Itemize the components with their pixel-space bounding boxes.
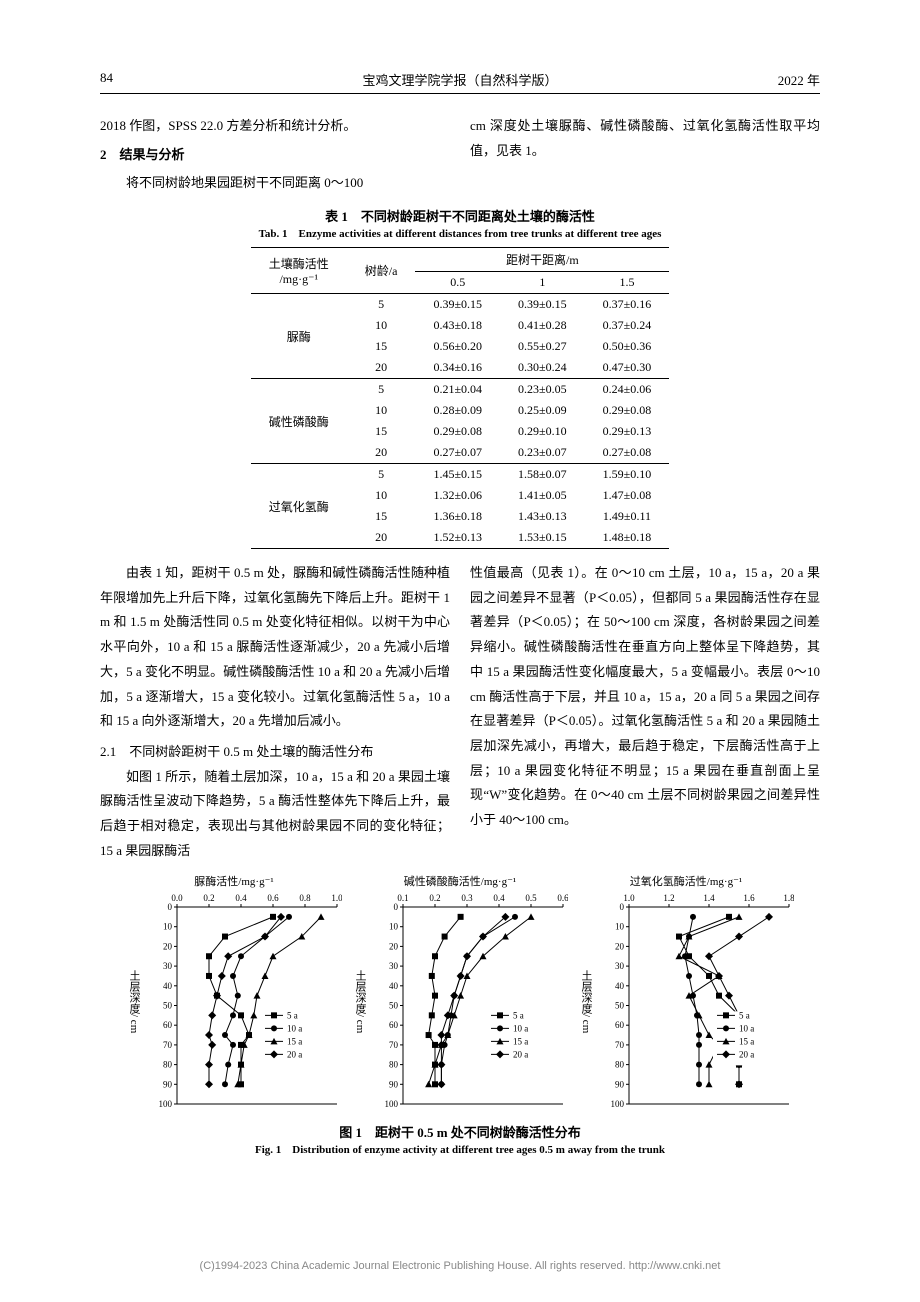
svg-text:60: 60 [163, 1021, 173, 1031]
svg-text:15 a: 15 a [287, 1037, 302, 1047]
svg-text:10 a: 10 a [739, 1024, 754, 1034]
chart-title: 脲酶活性/mg·g⁻¹ [194, 873, 273, 889]
svg-text:1.8: 1.8 [783, 893, 794, 903]
svg-text:0.1: 0.1 [397, 893, 408, 903]
svg-text:1.0: 1.0 [623, 893, 635, 903]
svg-text:20 a: 20 a [513, 1050, 528, 1060]
journal-title: 宝鸡文理学院学报（自然科学版） [160, 70, 760, 89]
mid-right-col: 性值最高（见表 1）。在 0～10 cm 土层，10 a，15 a，20 a 果… [470, 561, 820, 863]
para: 将不同树龄地果园距树干不同距离 0～100 [100, 171, 450, 196]
para: 由表 1 知，距树干 0.5 m 处，脲酶和碱性磷酶活性随种植年限增加先上升后下… [100, 561, 450, 734]
svg-text:0.8: 0.8 [299, 893, 311, 903]
svg-text:100: 100 [611, 1099, 625, 1109]
svg-text:40: 40 [615, 981, 625, 991]
svg-text:80: 80 [615, 1060, 625, 1070]
svg-text:0.0: 0.0 [171, 893, 183, 903]
chart-panel: 0.0 0.2 0.4 0.6 0.8 1.0 0 10 20 30 40 50 60 70 80 90 100… [142, 889, 342, 1109]
svg-text:1.6: 1.6 [743, 893, 755, 903]
svg-text:20 a: 20 a [739, 1050, 754, 1060]
svg-text:70: 70 [615, 1040, 625, 1050]
svg-text:0.4: 0.4 [493, 893, 505, 903]
svg-text:100: 100 [385, 1099, 399, 1109]
svg-text:50: 50 [163, 1001, 173, 1011]
footer-copyright: (C)1994-2023 China Academic Journal Elec… [0, 1260, 920, 1272]
svg-text:30: 30 [389, 961, 399, 971]
svg-text:70: 70 [163, 1040, 173, 1050]
table-caption-en: Tab. 1 Enzyme activities at different di… [100, 225, 820, 241]
svg-text:1.2: 1.2 [663, 893, 674, 903]
svg-text:50: 50 [389, 1001, 399, 1011]
svg-text:0.6: 0.6 [267, 893, 279, 903]
svg-text:15 a: 15 a [739, 1037, 754, 1047]
chart-wrapper: 碱性磷酸酶活性/mg·g⁻¹ 土层深度/ cm 0.1 0.2 0.3 0.4 0.5 0.6… [352, 873, 568, 1114]
svg-text:0.6: 0.6 [557, 893, 568, 903]
svg-text:0.2: 0.2 [429, 893, 440, 903]
chart-title: 碱性磷酸酶活性/mg·g⁻¹ [404, 873, 516, 889]
svg-text:0: 0 [620, 902, 625, 912]
enzyme-table: 土壤酶活性/mg·g⁻¹树龄/a距树干距离/m0.511.5脲酶50.39±0.… [251, 247, 669, 549]
svg-text:0.2: 0.2 [203, 893, 214, 903]
svg-text:10: 10 [389, 922, 399, 932]
svg-text:0: 0 [168, 902, 173, 912]
svg-text:1.0: 1.0 [331, 893, 342, 903]
svg-text:90: 90 [163, 1080, 173, 1090]
svg-text:0: 0 [394, 902, 399, 912]
svg-text:90: 90 [389, 1080, 399, 1090]
svg-text:0.3: 0.3 [461, 893, 473, 903]
svg-text:80: 80 [389, 1060, 399, 1070]
svg-text:10: 10 [615, 922, 625, 932]
svg-text:10: 10 [163, 922, 173, 932]
svg-text:20: 20 [163, 942, 173, 952]
y-axis-label: 土层深度/ cm [126, 970, 142, 1033]
svg-text:0.5: 0.5 [525, 893, 537, 903]
mid-columns: 由表 1 知，距树干 0.5 m 处，脲酶和碱性磷酶活性随种植年限增加先上升后下… [100, 561, 820, 863]
svg-text:100: 100 [159, 1099, 173, 1109]
svg-text:5 a: 5 a [739, 1011, 750, 1021]
page-number: 84 [100, 70, 160, 89]
figure-caption-cn: 图 1 距树干 0.5 m 处不同树龄酶活性分布 [100, 1122, 820, 1141]
svg-text:20: 20 [615, 942, 625, 952]
svg-text:60: 60 [389, 1021, 399, 1031]
chart-title: 过氧化氢酶活性/mg·g⁻¹ [630, 873, 742, 889]
year-label: 2022 年 [760, 70, 820, 89]
figure-1-panels: 脲酶活性/mg·g⁻¹土层深度/ cm0.00.20.40.60.81.0010… [100, 873, 820, 1114]
svg-text:10 a: 10 a [513, 1024, 528, 1034]
y-axis-label: 土层深度/ cm [352, 970, 368, 1033]
para: cm 深度处土壤脲酶、碱性磷酸酶、过氧化氢酶活性取平均值，见表 1。 [470, 114, 820, 163]
figure-caption-en: Fig. 1 Distribution of enzyme activity a… [100, 1141, 820, 1157]
svg-text:30: 30 [615, 961, 625, 971]
svg-text:20: 20 [389, 942, 399, 952]
svg-text:5 a: 5 a [513, 1011, 524, 1021]
chart-wrapper: 过氧化氢酶活性/mg·g⁻¹ 土层深度/ cm 1.0 1.2 1.4 1.6 1.8 0 10… [578, 873, 794, 1114]
y-axis-label: 土层深度/ cm [578, 970, 594, 1033]
svg-text:80: 80 [163, 1060, 173, 1070]
section-2-1-heading: 2.1 不同树龄距树干 0.5 m 处土壤的酶活性分布 [100, 740, 450, 765]
svg-text:5 a: 5 a [287, 1011, 298, 1021]
svg-text:10 a: 10 a [287, 1024, 302, 1034]
section-2-heading: 2 结果与分析 [100, 143, 450, 168]
para: 如图 1 所示，随着土层加深，10 a，15 a 和 20 a 果园土壤脲酶活性… [100, 765, 450, 864]
chart-panel: 1.0 1.2 1.4 1.6 1.8 0 10 20 30 40 50 60 70 80 90 100 5 a… [594, 889, 794, 1109]
svg-text:50: 50 [615, 1001, 625, 1011]
table-caption-cn: 表 1 不同树龄距树干不同距离处土壤的酶活性 [100, 206, 820, 225]
top-columns: 2018 作图，SPSS 22.0 方差分析和统计分析。 2 结果与分析 将不同… [100, 114, 820, 196]
top-right-col: cm 深度处土壤脲酶、碱性磷酸酶、过氧化氢酶活性取平均值，见表 1。 [470, 114, 820, 196]
svg-text:40: 40 [163, 981, 173, 991]
svg-text:20 a: 20 a [287, 1050, 302, 1060]
svg-text:1.4: 1.4 [703, 893, 715, 903]
top-left-col: 2018 作图，SPSS 22.0 方差分析和统计分析。 2 结果与分析 将不同… [100, 114, 450, 196]
chart-wrapper: 脲酶活性/mg·g⁻¹ 土层深度/ cm 0.0 0.2 0.4 0.6 0.8 1.0 0 10… [126, 873, 342, 1114]
svg-text:15 a: 15 a [513, 1037, 528, 1047]
chart-panel: 0.1 0.2 0.3 0.4 0.5 0.6 0 10 20 30 40 50 60 70 80 90 100… [368, 889, 568, 1109]
page-header: 84 宝鸡文理学院学报（自然科学版） 2022 年 [100, 70, 820, 94]
svg-text:60: 60 [615, 1021, 625, 1031]
svg-text:70: 70 [389, 1040, 399, 1050]
svg-text:40: 40 [389, 981, 399, 991]
para: 性值最高（见表 1）。在 0～10 cm 土层，10 a，15 a，20 a 果… [470, 561, 820, 833]
svg-text:90: 90 [615, 1080, 625, 1090]
mid-left-col: 由表 1 知，距树干 0.5 m 处，脲酶和碱性磷酶活性随种植年限增加先上升后下… [100, 561, 450, 863]
para: 2018 作图，SPSS 22.0 方差分析和统计分析。 [100, 114, 450, 139]
svg-text:0.4: 0.4 [235, 893, 247, 903]
svg-text:30: 30 [163, 961, 173, 971]
